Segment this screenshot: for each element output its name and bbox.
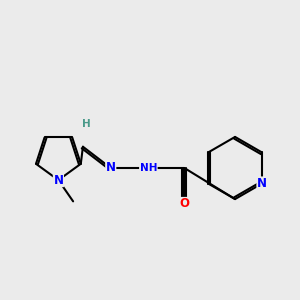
Text: N: N <box>53 174 63 187</box>
Text: O: O <box>179 197 189 211</box>
Text: H: H <box>82 119 91 129</box>
Text: N: N <box>257 177 267 190</box>
Text: N: N <box>106 161 116 175</box>
Text: NH: NH <box>140 163 157 173</box>
